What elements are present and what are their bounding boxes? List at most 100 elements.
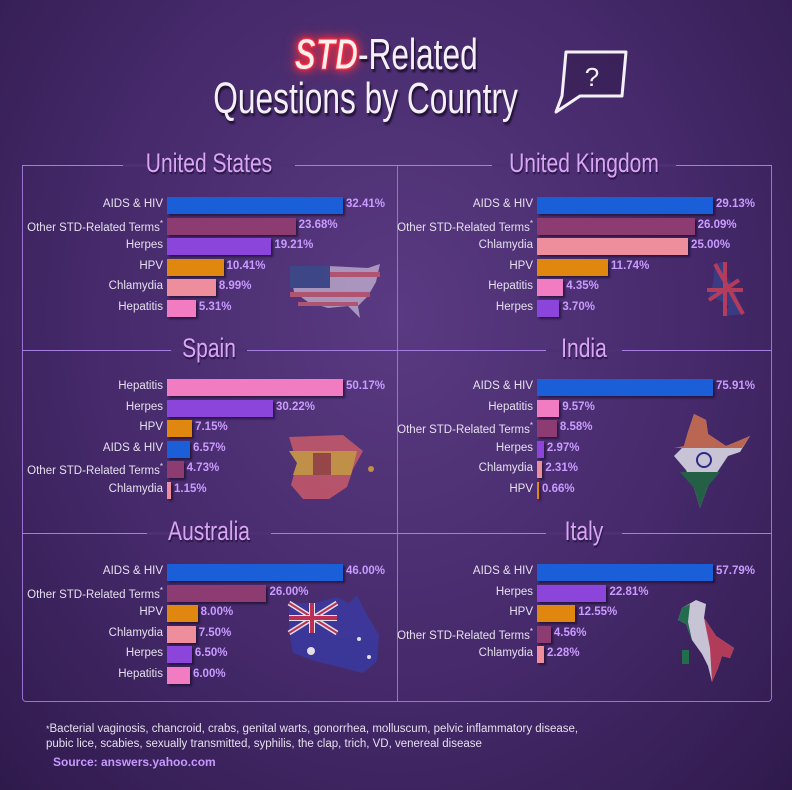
bar-value: 26.09% [697,218,737,231]
panel-title: Spain [182,333,236,363]
bar [167,379,343,396]
bar [537,379,713,396]
bar-value: 4.73% [186,462,220,474]
bar [167,440,191,458]
bar [167,584,267,602]
bar [537,299,560,317]
bar-value: 30.22% [276,400,316,413]
bar-label: Herpes [495,585,533,598]
bar-value: 57.79% [716,565,756,577]
bar-label: Herpes [495,300,533,313]
bar-label: Chlamydia [478,239,533,251]
bar-value: 7.50% [198,626,232,639]
bar-value: 4.35% [566,280,599,292]
bar-value: 3.70% [562,300,595,313]
bar [167,258,224,276]
question-mark: ? [585,62,599,92]
bar [167,564,343,581]
bar-label: Other STD-Related Terms* [27,218,163,234]
bar-value: 6.50% [194,647,228,659]
panel-title-gap [123,164,295,167]
bar-label: HPV [509,259,533,272]
bar-value: 1.15% [174,482,207,495]
bar-label: Chlamydia [478,462,533,474]
bar-label: AIDS & HIV [102,441,163,454]
bar-value: 2.31% [545,462,578,474]
bar-label: HPV [139,606,163,618]
title-rest: -Related [357,30,478,79]
panel-title: Italy [564,516,604,546]
bar [537,481,539,499]
footnote: *Bacterial vaginosis, chancroid, crabs, … [46,723,579,750]
bar-label: Hepatitis [118,667,163,680]
bar-label: Chlamydia [478,647,533,659]
bar [167,625,196,643]
bar-value: 46.00% [346,565,386,577]
bar-value: 8.58% [559,421,593,433]
bar-value: 29.13% [716,198,756,210]
bar-value: 8.99% [218,280,252,292]
bar-label: Other STD-Related Terms* [27,585,163,601]
bar-label: HPV [509,606,533,618]
panel-title: Australia [168,516,250,546]
bar [167,646,192,663]
bar [167,279,216,296]
spain-flag-map-icon [289,435,374,499]
bar-label: Chlamydia [108,626,163,639]
bar-value: 50.17% [346,380,386,392]
title-line-1: STD-Related [0,30,782,80]
bar [537,440,544,458]
bar-value: 0.66% [542,482,575,495]
bar [167,299,196,317]
bar-label: HPV [139,421,163,433]
bar [537,646,544,663]
panel-title-gap [546,349,622,352]
bar [537,420,557,437]
bar-value: 22.81% [609,585,649,598]
bar [167,420,193,437]
bar-value: 6.00% [192,667,226,680]
bar-label: Other STD-Related Terms* [397,421,533,436]
bar-value: 23.68% [298,218,338,231]
bar [167,399,273,417]
title-line-2: Questions by Country [213,74,519,123]
panel-title-gap [147,532,271,535]
bar [537,564,713,581]
bar-label: AIDS & HIV [102,198,163,210]
bar-value: 6.57% [193,441,226,454]
bar [167,461,184,478]
source: Source: answers.yahoo.com [53,755,216,769]
bar-label: Herpes [125,400,163,413]
panel-title-gap [492,164,676,167]
question-bubble-icon: ? [554,50,628,114]
bar [537,238,689,255]
panel-title: India [561,333,607,363]
bar [537,461,543,478]
australia-flag-map-icon [287,595,379,673]
bar-label: Chlamydia [108,482,163,495]
bar-value: 2.97% [546,441,580,454]
bar-label: Hepatitis [118,380,163,392]
bar-value: 10.41% [226,259,266,272]
bar-value: 9.57% [562,400,595,413]
bar-label: Herpes [125,647,163,659]
bar-value: 7.15% [195,421,228,433]
bar-label: Other STD-Related Terms* [27,462,163,477]
panel-title: United States [145,148,273,178]
bar-value: 12.55% [578,606,618,618]
bar-label: Herpes [495,441,533,454]
bar [167,217,296,235]
bar-value: 4.56% [553,626,587,639]
bar-value: 11.74% [610,259,650,272]
bar [167,666,190,684]
bar-value: 25.00% [691,239,731,251]
bar-value: 75.91% [716,380,756,392]
india-flag-map-icon [674,414,750,508]
bar-label: HPV [509,482,533,495]
bar [537,258,608,276]
bar-label: HPV [139,259,163,272]
bar [537,605,576,622]
bar-value: 26.00% [269,585,309,598]
title-highlight: STD [294,30,358,80]
bar [537,625,551,643]
